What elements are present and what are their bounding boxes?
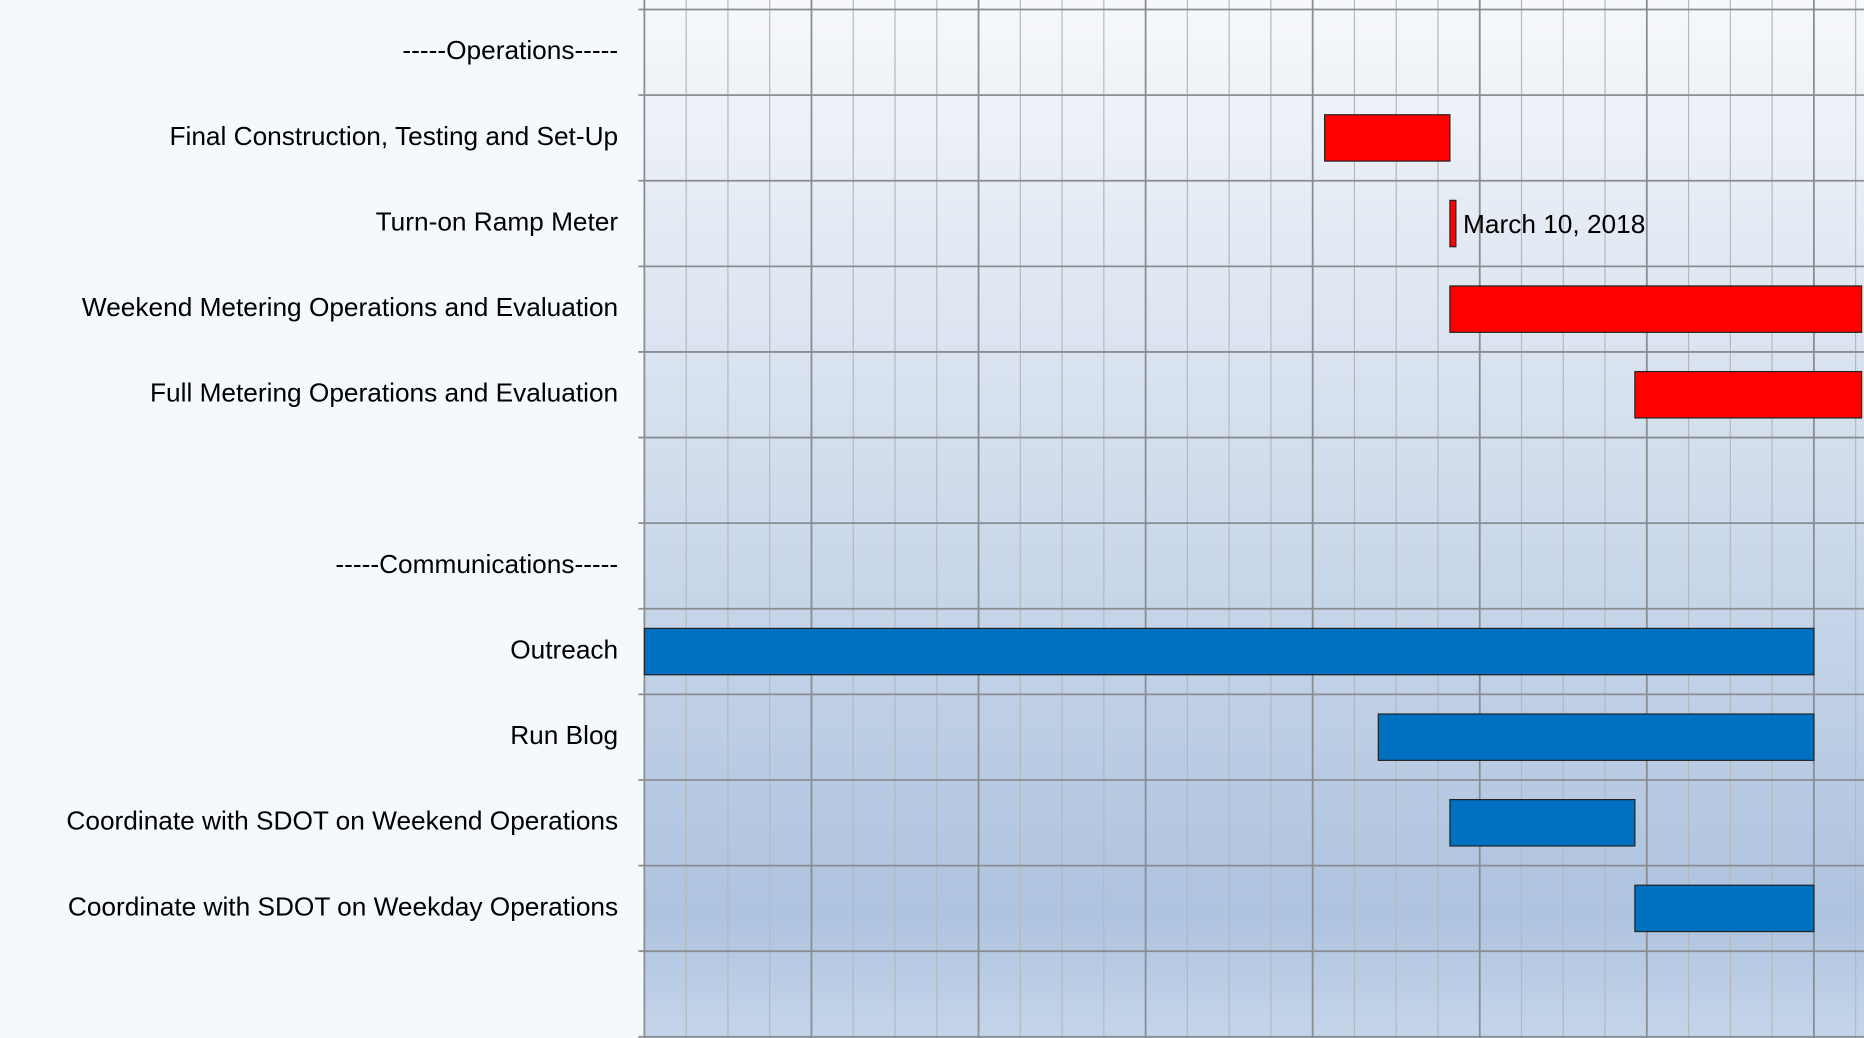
task-label: Turn-on Ramp Meter bbox=[376, 206, 619, 236]
task-label: Full Metering Operations and Evaluation bbox=[150, 378, 618, 408]
task-bar bbox=[1449, 285, 1863, 333]
task-bar bbox=[643, 627, 1815, 676]
task-label: -----Communications----- bbox=[335, 549, 618, 579]
task-label: Weekend Metering Operations and Evaluati… bbox=[82, 292, 618, 322]
task-label: -----Operations----- bbox=[402, 35, 618, 65]
task-bar bbox=[1634, 370, 1863, 419]
annotation: March 10, 2018 bbox=[1463, 209, 1645, 239]
task-label: Coordinate with SDOT on Weekday Operatio… bbox=[68, 891, 618, 921]
task-label: Final Construction, Testing and Set-Up bbox=[169, 121, 618, 151]
task-bar bbox=[1377, 713, 1815, 761]
task-bar bbox=[1449, 199, 1457, 248]
plot-background bbox=[644, 0, 1864, 1038]
task-label: Coordinate with SDOT on Weekend Operatio… bbox=[66, 806, 618, 836]
task-label: Outreach bbox=[510, 635, 618, 665]
task-label: Run Blog bbox=[510, 720, 618, 750]
task-bar bbox=[1324, 114, 1451, 162]
task-bar bbox=[1449, 799, 1636, 847]
task-bar bbox=[1634, 884, 1815, 933]
